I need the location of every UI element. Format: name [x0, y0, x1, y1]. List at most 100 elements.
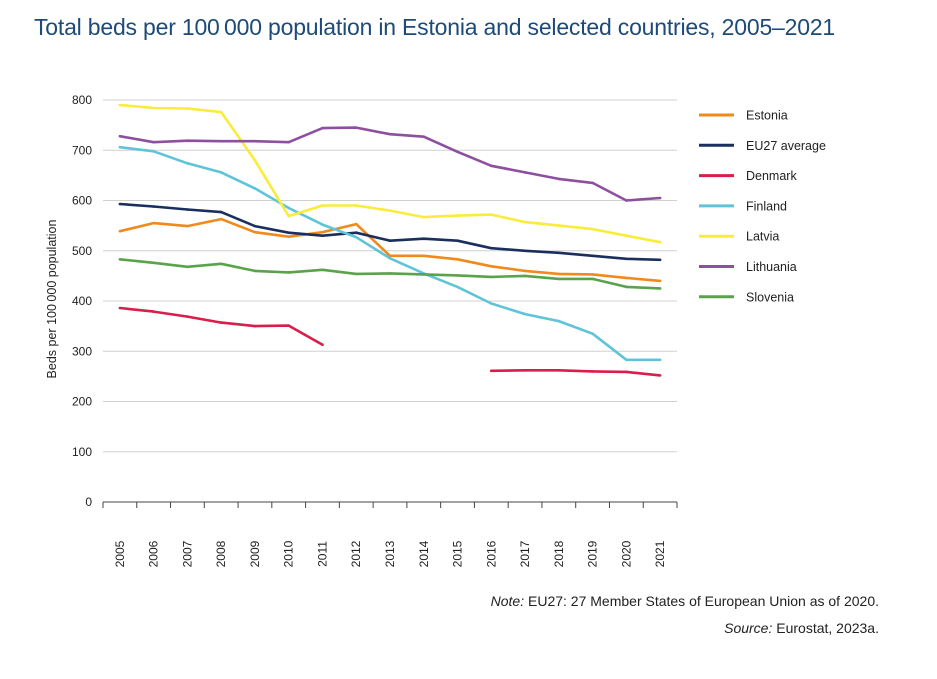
data-point [321, 343, 324, 347]
legend-item: EU27 average [699, 139, 826, 153]
axes: 0 100 200 300 400 500 600 700 800 2005 2006 2007 200… [72, 93, 678, 567]
chart-title: Total beds per 100 000 population in Est… [34, 14, 836, 40]
data-point [489, 213, 493, 216]
data-point [152, 205, 155, 208]
series-slovenia [118, 257, 662, 290]
data-point [489, 302, 493, 305]
y-tick-label: 100 [72, 445, 92, 459]
data-point [591, 181, 594, 185]
source-text: Eurostat, 2023a. [772, 620, 879, 636]
data-point [422, 237, 426, 240]
data-point [253, 269, 257, 273]
data-point [186, 162, 189, 165]
x-tick-label: 2021 [653, 540, 667, 567]
data-point [118, 257, 122, 261]
data-point [625, 257, 628, 261]
data-point [321, 230, 324, 234]
legend-label: Latvia [746, 230, 779, 244]
data-point [253, 139, 257, 143]
legend-label: Lithuania [746, 260, 797, 274]
data-point [321, 126, 324, 130]
data-point [219, 210, 223, 214]
data-point [489, 265, 493, 268]
data-point [186, 224, 189, 228]
data-point [388, 209, 392, 212]
data-point [591, 332, 594, 335]
data-point [321, 234, 324, 237]
x-tick-label: 2017 [518, 540, 532, 567]
data-point [388, 256, 392, 260]
legend-label: Estonia [746, 109, 788, 123]
legend: Estonia EU27 average Denmark Finland Latvia L… [699, 109, 826, 304]
legend-item: Finland [699, 199, 787, 213]
data-point [219, 262, 223, 266]
data-point [523, 269, 527, 273]
data-point [658, 358, 662, 362]
legend-item: Estonia [699, 109, 788, 123]
y-tick-label: 600 [72, 194, 92, 208]
x-tick-label: 2005 [113, 540, 127, 567]
x-tick-label: 2008 [214, 540, 228, 567]
data-point [658, 240, 662, 244]
data-point [118, 229, 122, 233]
x-tick-label: 2014 [417, 540, 431, 567]
x-tick-label: 2010 [282, 540, 296, 567]
data-point [354, 235, 358, 239]
source-prefix: Source: [724, 620, 773, 636]
data-point [557, 369, 561, 372]
data-point [557, 251, 561, 255]
x-tick-label: 2016 [484, 540, 498, 567]
x-tick-label: 2011 [315, 541, 329, 567]
data-point [354, 126, 358, 129]
series-line [119, 202, 661, 262]
x-tick-label: 2009 [248, 540, 262, 567]
data-point [658, 279, 662, 283]
data-point [557, 272, 561, 276]
data-point [456, 150, 459, 154]
y-tick-label: 200 [72, 395, 92, 409]
data-point [557, 224, 561, 227]
data-point [253, 224, 257, 228]
data-point [422, 254, 426, 258]
data-point [658, 287, 662, 290]
data-point [456, 214, 459, 217]
data-point [489, 275, 493, 279]
y-tick-label: 800 [72, 93, 92, 107]
series-latvia [118, 103, 662, 244]
y-tick-label: 700 [72, 143, 92, 157]
data-point [523, 171, 527, 174]
data-point [658, 196, 662, 200]
series-lines [118, 103, 662, 377]
data-point [253, 159, 257, 162]
data-point [422, 135, 426, 138]
data-point [287, 271, 291, 274]
data-point [591, 277, 594, 281]
data-point [523, 312, 527, 316]
data-point [186, 265, 189, 269]
data-point [422, 273, 426, 276]
data-point [354, 222, 358, 226]
note-prefix: Note: [490, 593, 525, 609]
data-point [152, 310, 155, 313]
data-point [388, 239, 392, 242]
legend-item: Denmark [699, 169, 797, 183]
data-point [354, 204, 358, 207]
data-point [625, 285, 628, 289]
data-point [287, 140, 291, 144]
x-tick-label: 2018 [552, 540, 566, 567]
data-point [523, 249, 527, 253]
data-point [186, 139, 189, 143]
legend-label: EU27 average [746, 139, 826, 153]
x-tick-label: 2019 [586, 540, 600, 567]
y-tick-label: 500 [72, 244, 92, 258]
data-point [456, 285, 459, 289]
series-line [119, 126, 661, 202]
data-point [321, 223, 324, 226]
data-point [287, 214, 291, 218]
data-point [591, 273, 594, 276]
data-point [557, 277, 561, 281]
data-point [523, 220, 527, 224]
series-finland [118, 145, 662, 362]
data-point [321, 268, 324, 272]
